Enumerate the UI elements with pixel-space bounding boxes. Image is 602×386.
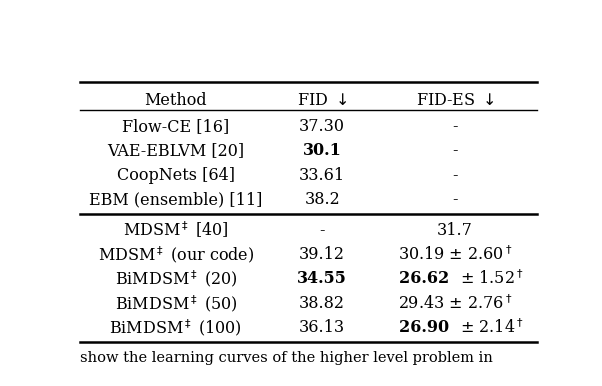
Text: MDSM$^\ddagger$ (our code): MDSM$^\ddagger$ (our code) bbox=[98, 244, 254, 265]
Text: -: - bbox=[452, 191, 458, 208]
Text: -: - bbox=[320, 222, 325, 239]
Text: $\pm$ 1.52$^\dagger$: $\pm$ 1.52$^\dagger$ bbox=[455, 270, 524, 288]
Text: 38.82: 38.82 bbox=[299, 295, 345, 312]
Text: -: - bbox=[452, 167, 458, 184]
Text: 30.1: 30.1 bbox=[303, 142, 342, 159]
Text: $\pm$ 2.14$^\dagger$: $\pm$ 2.14$^\dagger$ bbox=[455, 318, 524, 337]
Text: 37.30: 37.30 bbox=[299, 118, 345, 135]
Text: -: - bbox=[452, 142, 458, 159]
Text: 31.7: 31.7 bbox=[437, 222, 473, 239]
Text: FID-ES $\downarrow$: FID-ES $\downarrow$ bbox=[415, 91, 494, 108]
Text: VAE-EBLVM [20]: VAE-EBLVM [20] bbox=[107, 142, 244, 159]
Text: show the learning curves of the higher level problem in: show the learning curves of the higher l… bbox=[80, 351, 493, 365]
Text: 26.90: 26.90 bbox=[399, 319, 455, 336]
Text: -: - bbox=[452, 118, 458, 135]
Text: 30.19 $\pm$ 2.60$^\dagger$: 30.19 $\pm$ 2.60$^\dagger$ bbox=[397, 245, 512, 264]
Text: BiMDSM$^\ddagger$ (20): BiMDSM$^\ddagger$ (20) bbox=[114, 269, 237, 290]
Text: 34.55: 34.55 bbox=[297, 271, 347, 288]
Text: 26.62: 26.62 bbox=[399, 271, 455, 288]
Text: 33.61: 33.61 bbox=[299, 167, 346, 184]
Text: 39.12: 39.12 bbox=[299, 246, 345, 263]
Text: Flow-CE [16]: Flow-CE [16] bbox=[122, 118, 229, 135]
Text: 38.2: 38.2 bbox=[305, 191, 340, 208]
Text: MDSM$^\ddagger$ [40]: MDSM$^\ddagger$ [40] bbox=[123, 220, 229, 240]
Text: 29.43 $\pm$ 2.76$^\dagger$: 29.43 $\pm$ 2.76$^\dagger$ bbox=[398, 294, 512, 313]
Text: BiMDSM$^\ddagger$ (100): BiMDSM$^\ddagger$ (100) bbox=[110, 317, 243, 338]
Text: Method: Method bbox=[144, 91, 207, 108]
Text: 36.13: 36.13 bbox=[299, 319, 346, 336]
Text: BiMDSM$^\ddagger$ (50): BiMDSM$^\ddagger$ (50) bbox=[114, 293, 237, 314]
Text: FID $\downarrow$: FID $\downarrow$ bbox=[297, 91, 347, 108]
Text: EBM (ensemble) [11]: EBM (ensemble) [11] bbox=[89, 191, 262, 208]
Text: CoopNets [64]: CoopNets [64] bbox=[117, 167, 235, 184]
